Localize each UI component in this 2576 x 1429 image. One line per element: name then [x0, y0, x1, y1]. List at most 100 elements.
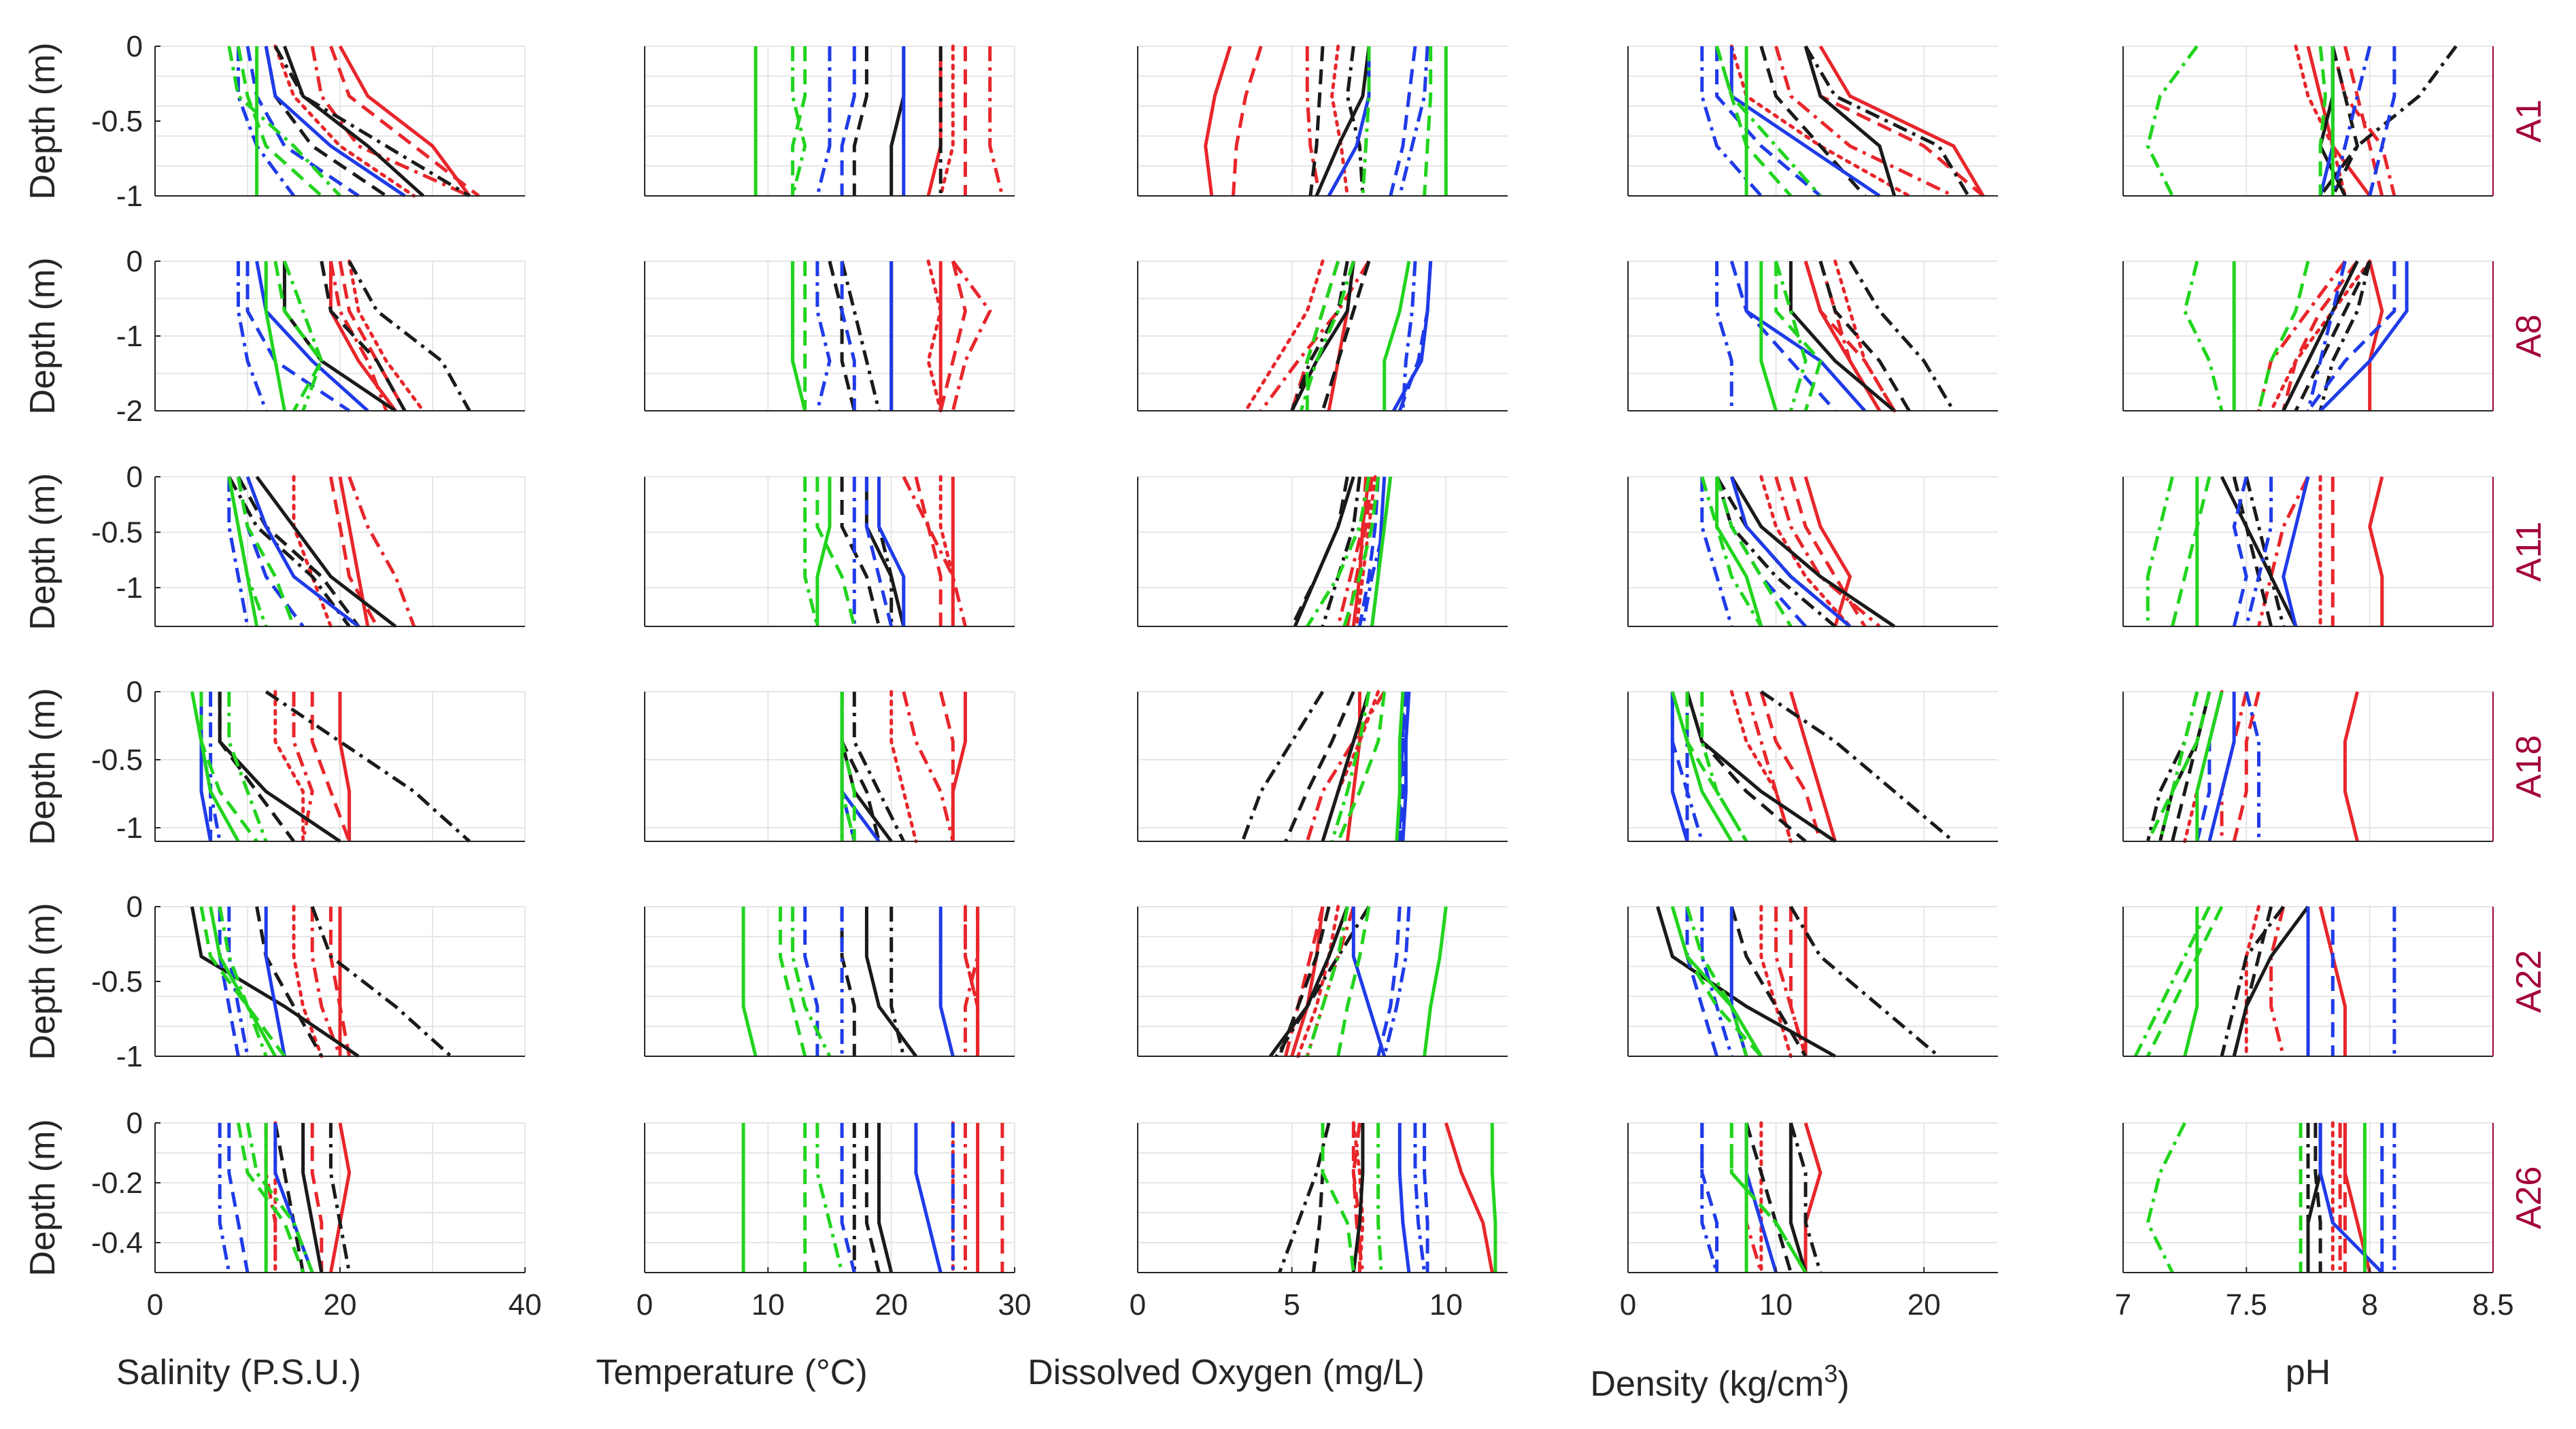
series-line-green-dashdot [1361, 46, 1371, 197]
series-line-black-dash [2294, 260, 2371, 412]
x-tick-label: 0 [637, 1288, 653, 1322]
series-line-red-dot [292, 475, 333, 628]
x-tick-label: 20 [875, 1288, 908, 1322]
panel-a22-col3 [1627, 905, 1998, 1058]
series-line-blue-dashdot [1700, 46, 1763, 197]
series-line-red-dashdot [2269, 906, 2286, 1057]
series-line-green-dash [1715, 46, 1793, 197]
x-tick-label: 40 [509, 1288, 542, 1322]
series-line-blue-solid [2318, 1123, 2384, 1274]
series-line-green-solid [1670, 691, 1733, 843]
series-line-blue-dashdot [815, 46, 832, 197]
y-tick-label: 0 [126, 675, 143, 709]
series-line-green-solid [1370, 476, 1393, 627]
series-line-black-dash [1818, 260, 1911, 412]
series-line-green-dashdot [283, 260, 324, 411]
series-line-blue-solid [1327, 46, 1371, 197]
series-line-green-dash [1336, 691, 1387, 842]
series-line-black-dash [1278, 906, 1331, 1057]
series-line-blue-dashdot [236, 261, 268, 411]
panel-a11-col1 [644, 475, 1015, 628]
series-line-blue-dash [1670, 692, 1689, 841]
series-line-red-dashdot [2220, 691, 2248, 841]
series-line-red-dash [1759, 691, 1823, 842]
series-line-black-dash [852, 46, 868, 196]
series-line-blue-dash [1389, 46, 1417, 197]
series-line-green-dash [236, 46, 323, 197]
y-tick-label: 0 [126, 460, 143, 494]
panel-a18-col3 [1627, 690, 1998, 843]
series-line-blue-solid [245, 476, 360, 628]
y-tick-label: -1 [116, 571, 143, 605]
series-line-green-dash [2171, 476, 2211, 627]
series-line-green-solid [1383, 260, 1411, 411]
site-label-a8: A8 [2509, 314, 2549, 358]
x-label-ph: pH [2286, 1353, 2331, 1392]
series-line-red-dash [328, 907, 352, 1057]
series-line-red-dash [329, 46, 480, 197]
series-line-green-dashdot [1306, 476, 1371, 628]
series-line-black-dashdot [310, 906, 452, 1058]
series-line-red-dash [938, 260, 968, 411]
series-line-black-dashdot [852, 692, 906, 843]
series-line-blue-dash [840, 261, 856, 411]
panel-a8-col0: 0 -1 -2 Depth (m) [23, 245, 526, 428]
x-tick-label: 10 [751, 1288, 785, 1322]
series-line-red-dashdot [951, 260, 992, 411]
x-label-density: Density (kg/cm3) [1590, 1360, 1849, 1404]
y-tick-label: -0.5 [91, 105, 143, 138]
series-line-blue-dashdot [236, 46, 296, 197]
series-line-green-dashdot [1729, 1123, 1808, 1274]
series-line-red-dashdot [2257, 260, 2347, 411]
series-line-blue-dash [840, 1123, 856, 1273]
series-line-green-dashdot [1305, 906, 1349, 1057]
series-line-red-dot [1729, 690, 1793, 843]
series-line-green-dashdot [218, 906, 268, 1057]
series-line-black-dash [320, 260, 407, 412]
series-line-green-dashdot [1299, 260, 1355, 411]
series-line-black-dash [1284, 691, 1355, 842]
series-line-black-dash [237, 475, 360, 628]
y-tick-label: -1 [116, 320, 143, 353]
series-line-green-solid [1423, 906, 1448, 1057]
panel-a26-col3: 0 10 20 [1620, 1121, 1998, 1322]
series-line-green-solid [1490, 1123, 1497, 1273]
series-line-green-dashdot [1700, 476, 1763, 628]
series-line-blue-solid [1351, 907, 1387, 1057]
panel-a22-col0: 0 -0.5 -1 Depth (m) [23, 890, 526, 1073]
series-line-red-dot [889, 690, 918, 843]
series-line-black-solid [283, 46, 425, 197]
series-line-black-dash [1685, 691, 1807, 843]
series-line-black-solid [2220, 475, 2298, 628]
series-line-blue-solid [2319, 261, 2409, 412]
series-line-red-dashdot [902, 475, 967, 627]
series-line-red-solid [1803, 476, 1852, 627]
panels-layer: 0 -0.5 -1 Depth (m) A1 0 -1 -2 Depth (m) A8 0 -0.5 -… [23, 30, 2549, 1322]
series-line-red-dot [292, 905, 324, 1058]
series-line-black-dashdot [1848, 260, 1955, 412]
series-line-black-solid [190, 906, 360, 1058]
series-line-red-solid [1818, 45, 1985, 197]
series-line-green-solid [2183, 907, 2199, 1057]
series-line-red-solid [951, 692, 967, 841]
x-tick-label: 30 [998, 1288, 1032, 1322]
series-line-green-dash [2146, 905, 2224, 1058]
series-line-red-dash [938, 691, 955, 841]
series-line-red-dashdot [902, 691, 955, 842]
y-tick-label: -0.2 [91, 1166, 143, 1200]
series-line-black-dashdot [265, 690, 471, 843]
x-label-oxygen: Dissolved Oxygen (mg/L) [1028, 1353, 1425, 1392]
series-line-green-dashdot [840, 692, 856, 842]
series-line-black-solid [1789, 1123, 1808, 1273]
x-tick-label: 20 [324, 1288, 357, 1322]
series-line-blue-dash [2306, 261, 2396, 412]
series-line-green-solid [1715, 477, 1763, 627]
panel-a26-col0: 0 -0.2 -0.4 Depth (m) 0 20 40 [23, 1107, 541, 1322]
x-tick-label: 20 [1908, 1288, 1941, 1322]
panel-a22-col4: A22 [2122, 905, 2549, 1058]
y-axis-label: Depth (m) [23, 42, 63, 199]
series-line-blue-solid [1397, 1123, 1411, 1273]
y-tick-label: 0 [126, 890, 143, 924]
series-line-green-dashdot [1700, 692, 1748, 843]
